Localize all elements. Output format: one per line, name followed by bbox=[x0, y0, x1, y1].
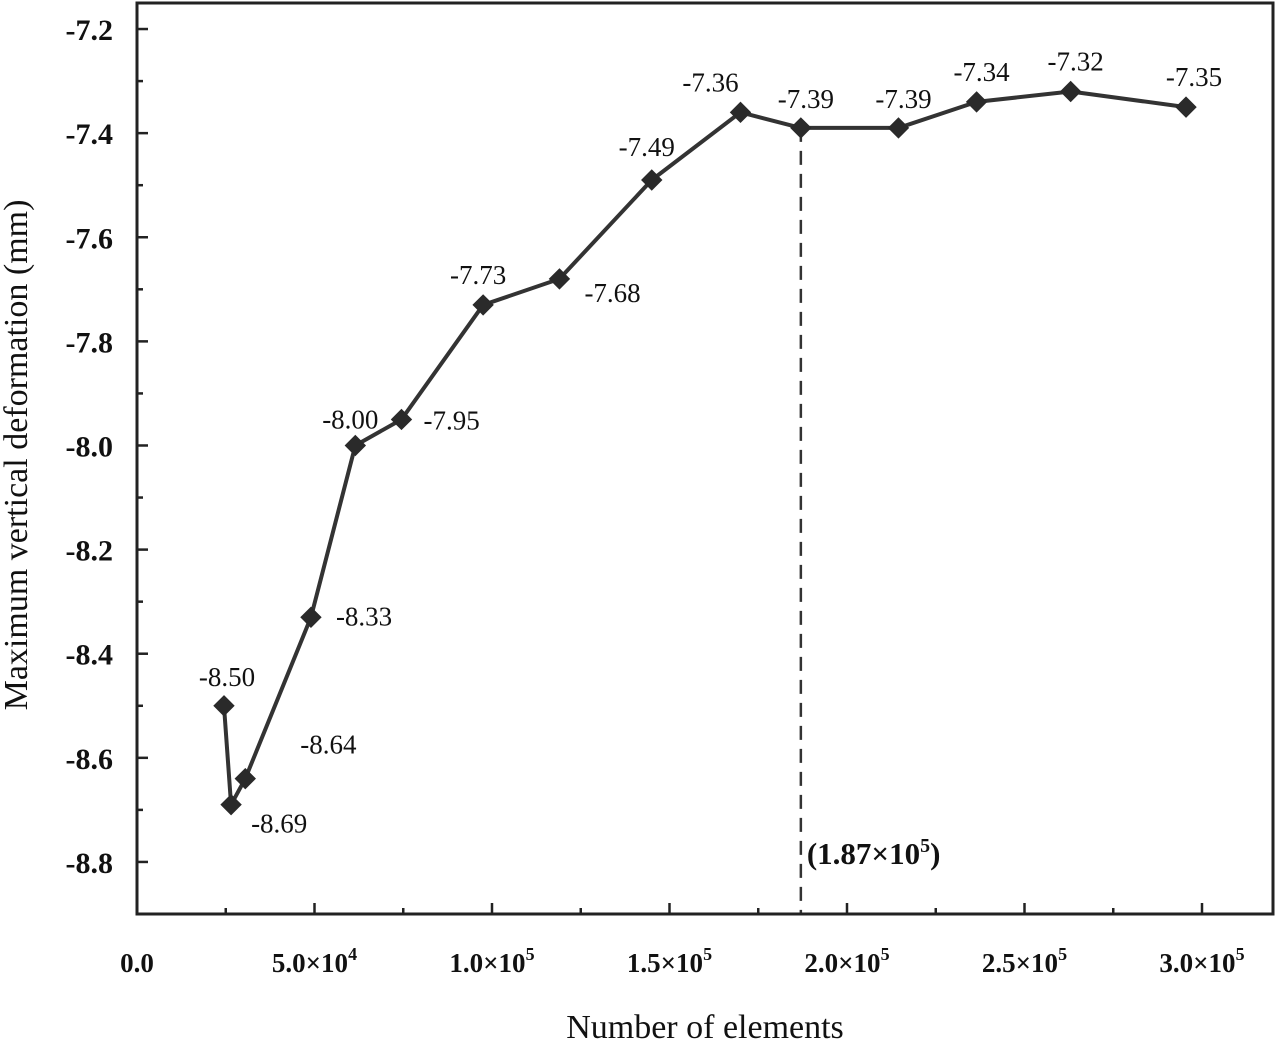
data-label: -7.35 bbox=[1166, 62, 1222, 92]
data-label: -7.32 bbox=[1048, 46, 1104, 76]
data-label: -7.39 bbox=[875, 84, 931, 114]
data-point-marker bbox=[1059, 80, 1082, 103]
data-point-marker bbox=[390, 408, 413, 431]
data-label: -7.73 bbox=[450, 260, 506, 290]
y-tick-label: -8.0 bbox=[66, 430, 114, 463]
y-tick-label: -8.4 bbox=[66, 639, 114, 672]
y-tick-label: -7.2 bbox=[66, 14, 114, 47]
data-label: -8.33 bbox=[336, 601, 392, 631]
x-tick-label: 2.0×105 bbox=[804, 944, 889, 978]
data-point-marker bbox=[965, 91, 988, 113]
data-point-marker bbox=[548, 268, 571, 290]
y-axis-title: Maximum vertical deformation (mm) bbox=[0, 200, 35, 711]
data-label: -7.34 bbox=[953, 57, 1010, 87]
data-point-marker bbox=[1175, 96, 1197, 118]
data-point-marker bbox=[213, 695, 235, 717]
data-point-marker bbox=[641, 169, 663, 191]
reference-annotation: (1.87×105) bbox=[807, 835, 941, 871]
x-tick-label: 3.0×105 bbox=[1159, 944, 1244, 978]
data-labels: -8.50 -8.69 -8.64 -8.33 -8.00 -7.95 -7.73 -7.68… bbox=[199, 46, 1222, 838]
data-label: -8.50 bbox=[199, 662, 255, 692]
y-tick-label: -8.2 bbox=[66, 535, 114, 568]
x-axis: 0.0 5.0×104 1.0×105 1.5×105 2.0×105 2.5×105 3.… bbox=[120, 903, 1245, 978]
y-tick-label: -8.8 bbox=[66, 847, 114, 880]
data-point-marker bbox=[472, 294, 494, 316]
y-tick-label: -7.4 bbox=[66, 118, 114, 151]
data-point-marker bbox=[729, 101, 752, 124]
x-tick-label: 1.5×105 bbox=[627, 944, 712, 978]
data-point-marker bbox=[887, 117, 910, 139]
x-tick-label: 2.5×105 bbox=[982, 944, 1067, 978]
y-tick-label: -8.6 bbox=[66, 743, 114, 776]
plot-frame bbox=[135, 1, 1275, 916]
y-tick-label: -7.6 bbox=[66, 222, 114, 255]
data-point-marker bbox=[344, 434, 367, 457]
data-label: -7.49 bbox=[619, 132, 675, 162]
data-label: -7.36 bbox=[682, 67, 738, 97]
data-point-marker bbox=[790, 117, 812, 139]
data-label: -7.68 bbox=[584, 278, 640, 308]
x-tick-label: 1.0×105 bbox=[449, 944, 534, 978]
series-layer bbox=[213, 80, 1197, 816]
annotations: (1.87×105) bbox=[807, 835, 941, 871]
data-point-marker bbox=[220, 793, 242, 816]
data-label: -7.95 bbox=[423, 405, 479, 435]
data-label: -8.64 bbox=[300, 730, 357, 760]
data-label: -8.69 bbox=[251, 809, 307, 839]
data-label: -7.39 bbox=[778, 84, 834, 114]
data-point-marker bbox=[300, 606, 322, 628]
y-axis: -7.2 -7.4 -7.6 -7.8 -8.0 -8.2 -8.4 -8.6 -8.8 bbox=[66, 14, 148, 880]
y-tick-label: -7.8 bbox=[66, 326, 114, 359]
data-label: -8.00 bbox=[322, 404, 378, 434]
x-tick-label: 5.0×104 bbox=[272, 944, 357, 978]
data-point-marker bbox=[234, 767, 256, 790]
x-tick-label: 0.0 bbox=[120, 948, 154, 978]
x-axis-title: Number of elements bbox=[566, 1009, 844, 1045]
series-line bbox=[221, 89, 1187, 807]
